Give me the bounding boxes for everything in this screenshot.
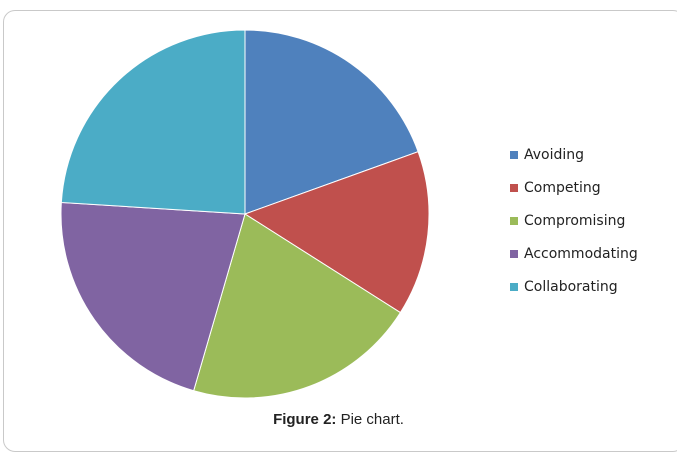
legend-item-avoiding: Avoiding bbox=[510, 138, 638, 171]
pie-slice-collaborating bbox=[60, 29, 246, 215]
pie-slice-compromising bbox=[193, 213, 402, 399]
legend-swatch bbox=[510, 183, 518, 192]
legend-swatch bbox=[510, 216, 518, 225]
caption-text: Pie chart. bbox=[336, 411, 404, 428]
legend-swatch bbox=[510, 150, 518, 159]
chart-legend: Avoiding Competing Compromising Accommodati… bbox=[510, 138, 638, 303]
legend-item-collaborating: Collaborating bbox=[510, 270, 638, 303]
figure-caption: Figure 2: Pie chart. bbox=[0, 411, 677, 428]
pie-slice-accommodating bbox=[60, 201, 246, 392]
legend-item-competing: Competing bbox=[510, 171, 638, 204]
pie-chart bbox=[60, 29, 430, 399]
legend-swatch bbox=[510, 249, 518, 258]
legend-swatch bbox=[510, 282, 518, 291]
legend-label: Competing bbox=[524, 179, 601, 196]
legend-item-accommodating: Accommodating bbox=[510, 237, 638, 270]
legend-label: Avoiding bbox=[524, 146, 585, 163]
legend-label: Accommodating bbox=[524, 245, 638, 262]
legend-label: Collaborating bbox=[524, 278, 618, 295]
caption-label: Figure 2: bbox=[273, 411, 337, 428]
legend-item-compromising: Compromising bbox=[510, 204, 638, 237]
legend-label: Compromising bbox=[524, 212, 626, 229]
pie-slice-competing bbox=[243, 151, 430, 314]
pie-slice-avoiding bbox=[244, 29, 419, 215]
